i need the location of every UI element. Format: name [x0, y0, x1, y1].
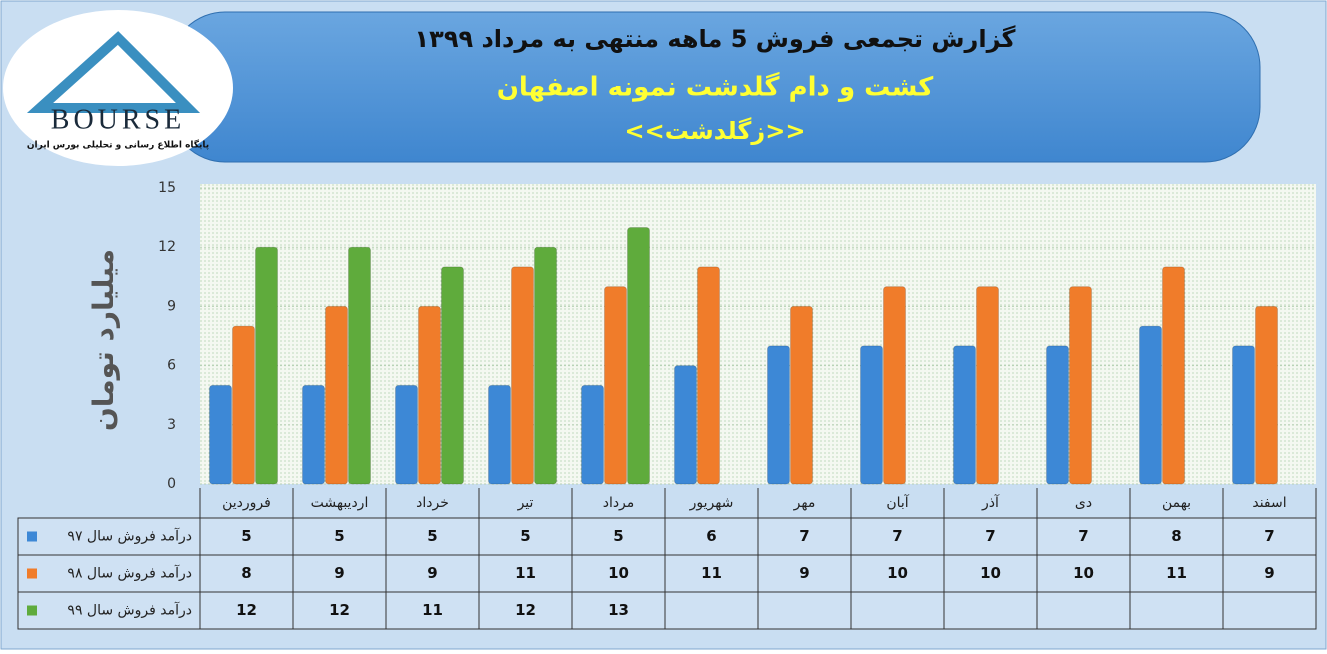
table-value: 10	[887, 564, 908, 582]
table-value: 5	[520, 527, 530, 545]
table-value: 8	[241, 564, 251, 582]
bar	[395, 384, 418, 485]
x-tick-label: مرداد	[603, 495, 635, 511]
bar	[1069, 286, 1092, 485]
bar	[604, 286, 627, 485]
table-value: 9	[1264, 564, 1274, 582]
x-tick-label: دی	[1075, 495, 1092, 511]
table-value: 12	[329, 601, 350, 619]
logo-caption: پایگاه اطلاع رسانی و تحلیلی بورس ایران	[27, 139, 209, 151]
bar	[976, 286, 999, 485]
table-value: 7	[799, 527, 809, 545]
legend-key	[27, 531, 37, 542]
table-value: 11	[515, 564, 536, 582]
bar	[302, 384, 325, 485]
chart-subtitle: کشت و دام گلدشت نمونه اصفهان	[497, 72, 934, 103]
bar	[488, 384, 511, 485]
bar	[534, 246, 557, 485]
table-value: 7	[985, 527, 995, 545]
table-value: 7	[1078, 527, 1088, 545]
chart-tagline: <<زگلدشت>>	[625, 117, 806, 145]
bar	[255, 246, 278, 485]
legend-key	[27, 605, 37, 616]
y-tick-label: 0	[167, 476, 176, 492]
table-value: 10	[980, 564, 1001, 582]
y-tick-label: 6	[167, 358, 176, 374]
bar	[325, 305, 348, 485]
bar	[883, 286, 906, 485]
bar	[674, 365, 697, 485]
table-value: 10	[608, 564, 629, 582]
bar	[581, 384, 604, 485]
table-value: 11	[1166, 564, 1187, 582]
x-tick-label: تیر	[517, 495, 534, 511]
y-tick-label: 15	[158, 180, 176, 196]
bar	[627, 226, 650, 485]
table-value: 6	[706, 527, 716, 545]
table-value: 9	[427, 564, 437, 582]
legend-label: درآمد فروش سال ۹۸	[67, 565, 192, 582]
bar	[767, 345, 790, 485]
x-tick-label: آذر	[981, 494, 1000, 511]
table-value: 5	[241, 527, 251, 545]
legend-label: درآمد فروش سال ۹۹	[67, 602, 192, 619]
x-tick-label: آبان	[886, 494, 909, 511]
x-tick-label: بهمن	[1162, 495, 1191, 511]
bar	[1139, 325, 1162, 485]
table-value: 12	[236, 601, 257, 619]
logo-mark	[26, 31, 201, 113]
table-value: 5	[334, 527, 344, 545]
table-value: 11	[422, 601, 443, 619]
table-value: 9	[334, 564, 344, 582]
x-tick-label: خرداد	[416, 495, 449, 511]
bar	[860, 345, 883, 485]
x-tick-label: مهر	[793, 495, 816, 511]
legend-label: درآمد فروش سال ۹۷	[67, 528, 192, 545]
bar	[511, 266, 534, 485]
bar	[697, 266, 720, 485]
bar	[232, 325, 255, 485]
bar	[953, 345, 976, 485]
table-value: 5	[427, 527, 437, 545]
logo-bg	[3, 10, 233, 166]
bar	[418, 305, 441, 485]
chart-title: گزارش تجمعی فروش 5 ماهه منتهی به مرداد ۱…	[415, 25, 1016, 53]
table-value: 5	[613, 527, 623, 545]
table-value: 12	[515, 601, 536, 619]
bar	[1162, 266, 1185, 485]
x-tick-label: شهریور	[689, 495, 734, 511]
x-tick-label: اردیبهشت	[311, 495, 369, 511]
y-tick-label: 3	[167, 417, 176, 433]
table-value: 11	[701, 564, 722, 582]
bar	[348, 246, 371, 485]
bar	[1046, 345, 1069, 485]
legend-key	[27, 568, 37, 579]
bar	[1232, 345, 1255, 485]
bar	[441, 266, 464, 485]
y-tick-label: 9	[167, 298, 176, 314]
bar	[790, 305, 813, 485]
table-bg	[17, 517, 1317, 630]
table-value: 8	[1171, 527, 1181, 545]
table-value: 7	[892, 527, 902, 545]
x-tick-label: اسفند	[1252, 495, 1286, 511]
y-axis-label: میلیارد تومان	[87, 249, 120, 431]
bar	[1255, 305, 1278, 485]
plot-area	[200, 184, 1316, 484]
table-value: 7	[1264, 527, 1274, 545]
logo-text: BOURSE	[51, 104, 185, 135]
table-value: 13	[608, 601, 629, 619]
y-tick-label: 12	[158, 239, 176, 255]
table-value: 10	[1073, 564, 1094, 582]
table-value: 9	[799, 564, 809, 582]
bar	[209, 384, 232, 485]
x-tick-label: فروردین	[222, 495, 271, 511]
